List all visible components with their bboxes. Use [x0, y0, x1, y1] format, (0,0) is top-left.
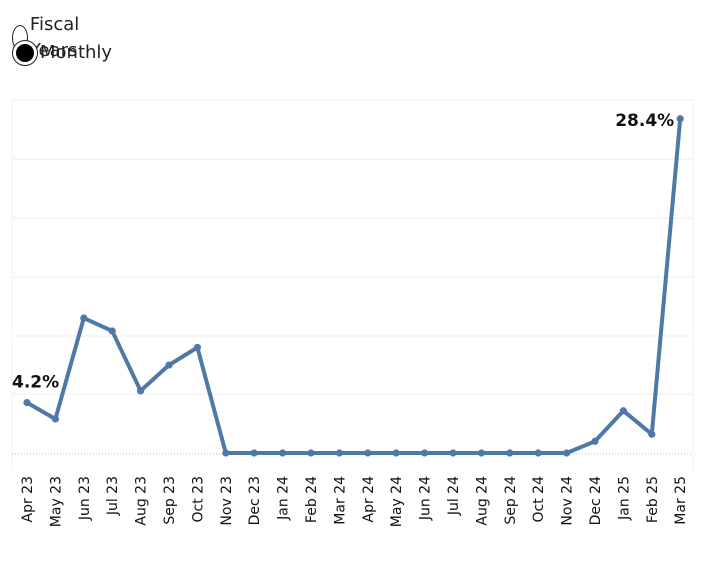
- data-points: [23, 115, 684, 457]
- x-tick-mar-24: Mar 24: [332, 476, 348, 525]
- x-tick-nov-24: Nov 24: [560, 476, 576, 526]
- data-point-may-23: [51, 415, 60, 423]
- data-point-apr-23: [23, 398, 31, 407]
- data-point-nov-23: [222, 449, 230, 457]
- data-point-jun-24: [421, 449, 429, 457]
- x-tick-oct-23: Oct 23: [190, 476, 206, 522]
- x-tick-may-24: May 24: [389, 476, 405, 527]
- x-tick-oct-24: Oct 24: [531, 476, 547, 523]
- data-point-jan-25: [619, 407, 628, 415]
- data-point-oct-24: [534, 449, 542, 457]
- data-point-jul-24: [449, 449, 457, 457]
- data-point-may-24: [392, 449, 400, 457]
- x-tick-jan-24: Jan 24: [276, 476, 292, 521]
- data-point-feb-25: [648, 430, 656, 438]
- x-tick-nov-23: Nov 23: [219, 476, 235, 526]
- x-tick-jul-24: Jul 24: [446, 476, 462, 516]
- data-point-apr-24: [364, 449, 372, 457]
- data-point-dec-24: [591, 437, 599, 445]
- x-tick-jun-24: Jun 24: [418, 476, 434, 521]
- data-point-aug-23: [137, 387, 145, 395]
- data-label-apr-23: 4.2%: [12, 373, 59, 393]
- x-tick-apr-23: Apr 23: [20, 476, 36, 522]
- monthly-label: Monthly: [40, 42, 113, 63]
- x-tick-sep-24: Sep 24: [503, 476, 519, 525]
- x-tick-may-23: May 23: [48, 476, 64, 527]
- data-point-jul-23: [108, 327, 116, 335]
- data-point-sep-24: [506, 449, 514, 457]
- data-point-oct-23: [193, 343, 201, 352]
- x-tick-jan-25: Jan 25: [616, 476, 632, 521]
- x-tick-feb-24: Feb 24: [304, 476, 320, 523]
- monthly-radio[interactable]: [12, 40, 38, 66]
- x-tick-aug-23: Aug 23: [134, 476, 150, 526]
- x-tick-mar-25: Mar 25: [673, 476, 689, 525]
- x-tick-dec-24: Dec 24: [588, 476, 604, 525]
- x-tick-jul-23: Jul 23: [105, 476, 121, 516]
- x-tick-apr-24: Apr 24: [361, 476, 377, 523]
- data-point-jan-24: [279, 449, 287, 457]
- x-tick-dec-23: Dec 23: [247, 476, 263, 525]
- fiscal-years-label: Fiscal Years: [29, 14, 80, 61]
- monthly-option[interactable]: Monthly: [12, 40, 112, 66]
- data-point-nov-24: [563, 449, 571, 457]
- x-tick-aug-24: Aug 24: [474, 476, 490, 526]
- data-point-dec-23: [250, 449, 258, 457]
- data-point-sep-23: [165, 361, 173, 369]
- data-point-feb-24: [307, 449, 315, 457]
- x-axis-tick-labels: Apr 23 May 23 Jun 23 Jul 23 Aug 23 Sep 23 Oct …: [20, 476, 689, 527]
- x-tick-feb-25: Feb 25: [645, 476, 661, 523]
- data-label-mar-25: 28.4%: [615, 111, 674, 131]
- x-tick-jun-23: Jun 23: [77, 476, 93, 521]
- gridlines: [11, 99, 694, 470]
- series-line: [25, 116, 683, 455]
- x-tick-sep-23: Sep 23: [162, 476, 178, 525]
- data-point-mar-25: [676, 115, 684, 123]
- data-labels: 4.2% 28.4%: [12, 111, 674, 393]
- series-line-layer: [25, 116, 683, 455]
- data-point-aug-24: [477, 449, 485, 457]
- data-point-mar-24: [335, 449, 343, 457]
- data-point-jun-23: [80, 314, 88, 322]
